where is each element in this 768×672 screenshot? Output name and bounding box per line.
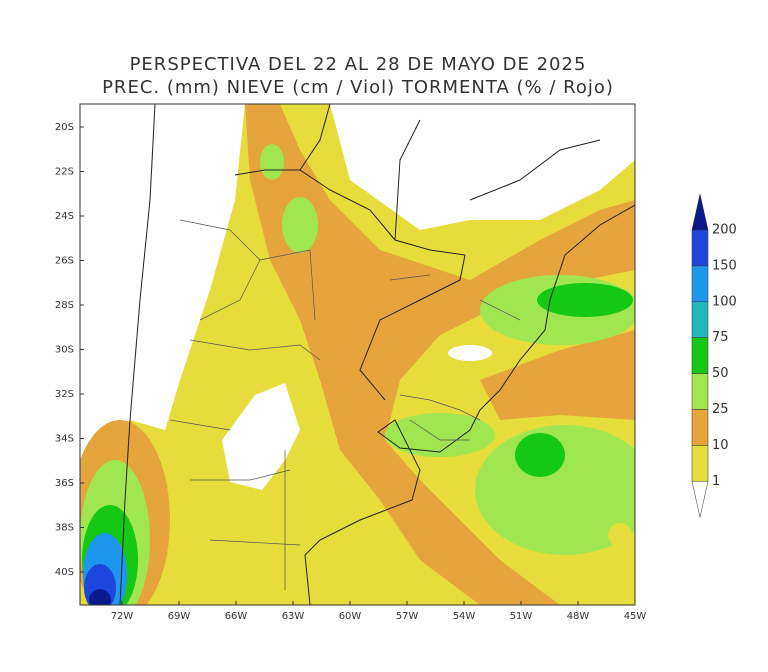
longitude-label: 63W	[282, 611, 305, 622]
longitude-label: 51W	[510, 611, 533, 622]
latitude-label: 30S	[55, 345, 74, 356]
longitude-label: 57W	[396, 611, 419, 622]
longitude-label: 60W	[339, 611, 362, 622]
legend-swatch	[691, 265, 709, 303]
longitude-label: 69W	[168, 611, 191, 622]
legend-bottom-triangle	[691, 481, 709, 518]
latitude-label: 28S	[55, 300, 74, 311]
map-frame	[79, 103, 636, 606]
latitude-label: 32S	[55, 389, 74, 400]
legend: 200 150 100 75 50 25 10 1	[691, 193, 737, 518]
legend-label: 1	[712, 474, 720, 489]
latitude-label: 24S	[55, 211, 74, 222]
latitude-label: 34S	[55, 434, 74, 445]
title-line-1: PERSPECTIVA DEL 22 AL 28 DE MAYO DE 2025	[130, 54, 587, 75]
legend-label: 25	[712, 402, 729, 417]
latitude-label: 38S	[55, 523, 74, 534]
legend-swatch	[691, 337, 709, 374]
title-line-2: PREC. (mm) NIEVE (cm / Viol) TORMENTA (%…	[102, 77, 614, 98]
legend-label: 200	[712, 223, 737, 238]
legend-label: 150	[712, 258, 737, 273]
longitude-label: 66W	[225, 611, 248, 622]
legend-swatch	[691, 445, 709, 482]
precipitation-map	[80, 104, 635, 605]
legend-label: 10	[712, 438, 729, 453]
longitude-label: 45W	[624, 611, 647, 622]
latitude-label: 22S	[55, 167, 74, 178]
longitude-label: 48W	[567, 611, 590, 622]
latitude-label: 26S	[55, 256, 74, 267]
legend-label: 50	[712, 366, 729, 381]
legend-swatch	[691, 229, 709, 267]
longitude-label: 54W	[453, 611, 476, 622]
legend-swatch	[691, 301, 709, 338]
legend-label: 100	[712, 294, 737, 309]
legend-label: 75	[712, 330, 729, 345]
latitude-label: 36S	[55, 478, 74, 489]
latitude-label: 20S	[55, 122, 74, 133]
legend-swatch	[691, 409, 709, 446]
latitude-label: 40S	[55, 567, 74, 578]
legend-swatch	[691, 373, 709, 410]
longitude-label: 72W	[111, 611, 134, 622]
legend-top-triangle	[691, 193, 709, 231]
map-axes: 20S 22S 24S 26S 28S 30S 32S 34S 36S 38S 40S 72W 69W 6…	[55, 122, 646, 622]
